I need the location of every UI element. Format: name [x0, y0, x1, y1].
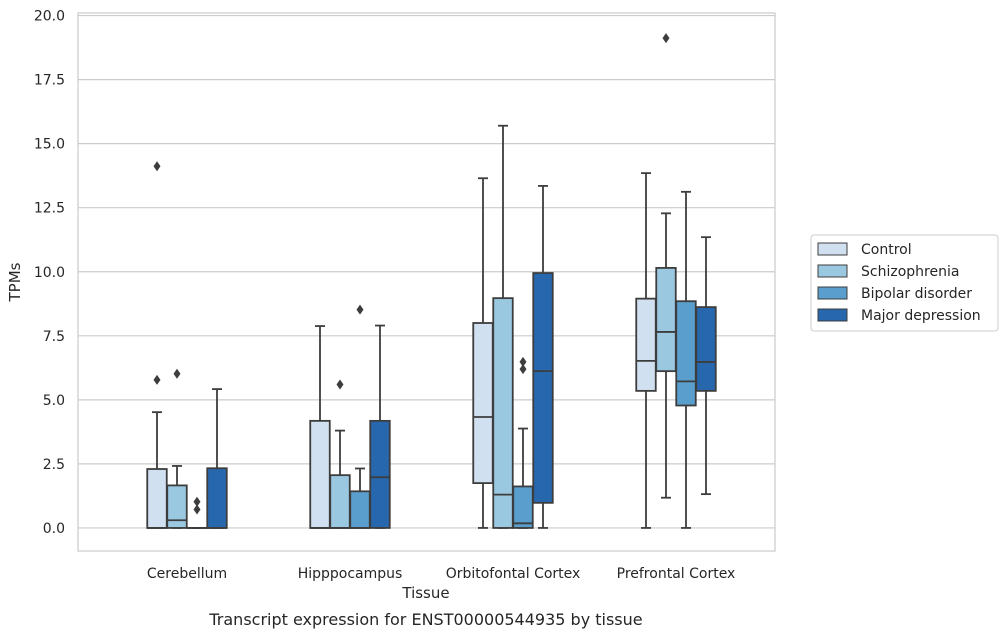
y-tick-labels: 0.0 2.5 5.0 7.5 10.0 12.5 15.0 17.5 20.0	[34, 9, 65, 537]
outlier-point	[193, 496, 201, 507]
y-tick-label: 10.0	[34, 265, 65, 281]
box-group	[369, 324, 391, 529]
box-body	[532, 272, 554, 504]
box-body	[166, 484, 188, 529]
box-group	[329, 379, 351, 529]
series-group	[146, 161, 657, 529]
box-body	[655, 267, 677, 373]
y-tick-label: 15.0	[34, 137, 65, 153]
box-body	[492, 297, 514, 529]
box-group	[146, 161, 168, 529]
outlier-point	[153, 161, 161, 172]
figure-caption: Transcript expression for ENST0000054493…	[208, 610, 642, 629]
x-tick-label: Hipppocampus	[298, 566, 403, 582]
x-tick-label: Orbitofontal Cortex	[446, 566, 581, 582]
box-body	[329, 474, 351, 529]
box-group	[655, 33, 677, 499]
legend-label: Bipolar disorder	[861, 286, 972, 302]
box-group	[532, 185, 554, 529]
box-body	[369, 419, 391, 529]
outlier-point	[519, 364, 527, 375]
x-tick-label: Prefrontal Cortex	[617, 566, 736, 582]
legend-label: Control	[861, 242, 912, 258]
y-tick-label: 12.5	[34, 201, 65, 217]
y-tick-label: 0.0	[43, 521, 65, 537]
legend-swatch	[817, 242, 848, 256]
x-tick-label: Cerebellum	[147, 566, 227, 582]
legend-swatch	[817, 286, 848, 300]
outlier-point	[356, 304, 364, 315]
legend-items: Control Schizophrenia Bipolar disorder Majo…	[817, 242, 981, 324]
series-group	[166, 33, 677, 529]
box-body	[472, 322, 494, 485]
box-group	[695, 236, 717, 496]
box-group	[206, 388, 228, 529]
plot-frame	[77, 12, 776, 552]
y-tick-label: 7.5	[43, 329, 65, 345]
box-body	[349, 490, 371, 529]
box-body	[695, 306, 717, 392]
outlier-point	[153, 374, 161, 385]
legend-frame	[810, 234, 999, 332]
y-tick-label: 5.0	[43, 393, 65, 409]
y-tick-label: 20.0	[34, 9, 65, 25]
legend: Control Schizophrenia Bipolar disorder Majo…	[810, 234, 999, 332]
box-body	[146, 468, 168, 529]
box-body	[675, 300, 697, 407]
outlier-point	[173, 368, 181, 379]
series-group	[186, 190, 697, 529]
x-tick-labels: Cerebellum Hipppocampus Orbitofontal Corte…	[147, 566, 735, 582]
outlier-point	[662, 33, 670, 44]
box-body	[635, 297, 657, 392]
outlier-point	[519, 356, 527, 367]
legend-swatch	[817, 308, 848, 322]
box-series	[146, 33, 717, 529]
legend-label: Schizophrenia	[861, 264, 959, 280]
box-body	[206, 467, 228, 529]
box-group	[349, 304, 371, 529]
y-tick-label: 17.5	[34, 73, 65, 89]
series-group	[206, 185, 717, 529]
legend-swatch	[817, 264, 848, 278]
outlier-point	[193, 504, 201, 515]
x-axis-label: Tissue	[401, 584, 449, 602]
box-group	[492, 124, 514, 529]
box-group	[512, 356, 534, 529]
box-group	[635, 172, 657, 529]
outlier-point	[336, 379, 344, 390]
legend-label: Major depression	[861, 308, 981, 324]
box-group	[472, 177, 494, 529]
box-group	[166, 368, 188, 529]
y-axis-label: TPMs	[6, 262, 24, 302]
box-body	[309, 419, 331, 529]
box-group	[309, 325, 331, 529]
box-group	[186, 496, 208, 529]
box-body	[512, 485, 534, 529]
y-tick-label: 2.5	[43, 457, 65, 473]
